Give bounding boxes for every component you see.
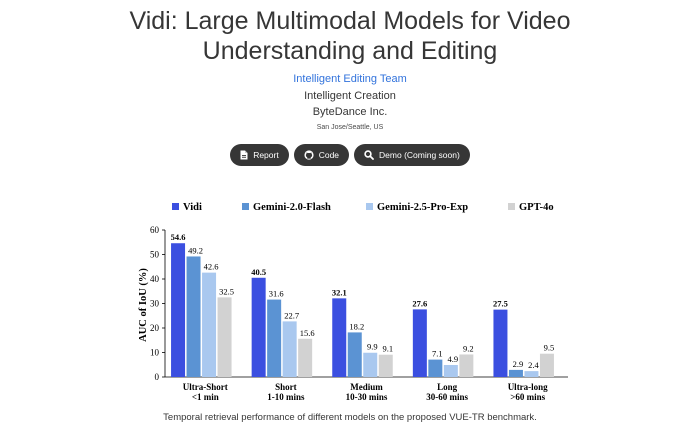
location: San Jose/Seattle, US (316, 124, 384, 131)
bar-0-0 (171, 243, 186, 377)
report-button-label: Report (253, 150, 279, 160)
data-label-3-1: 15.6 (300, 328, 315, 338)
demo-button[interactable]: Demo (Coming soon) (354, 144, 470, 166)
affiliation-2: ByteDance Inc. (312, 106, 388, 118)
search-icon (364, 150, 374, 160)
title-line-2: Understanding and Editing (202, 37, 498, 65)
legend-swatch-0 (172, 203, 179, 210)
data-label-3-4: 9.5 (544, 343, 555, 353)
data-label-2-3: 4.9 (448, 354, 459, 364)
bar-3-1 (298, 338, 313, 377)
bar-0-3 (412, 309, 427, 377)
legend-swatch-1 (242, 203, 249, 210)
bar-2-0 (202, 272, 217, 377)
bar-2-1 (282, 321, 297, 377)
data-label-1-2: 18.2 (349, 321, 364, 331)
x-label-0-1: <1 min (192, 392, 219, 402)
x-label-0-0: Ultra-Short (183, 382, 228, 392)
code-button-label: Code (318, 150, 340, 160)
legend-swatch-3 (508, 203, 515, 210)
data-label-0-1: 40.5 (251, 267, 266, 277)
chart-legend: Vidi Gemini-2.0-Flash Gemini-2.5-Pro-Exp GP… (172, 202, 554, 213)
data-label-1-3: 7.1 (432, 349, 443, 359)
figure-caption: Temporal retrieval performance of differ… (163, 412, 537, 423)
bar-3-3 (459, 354, 474, 377)
affiliation-1: Intelligent Creation (304, 90, 396, 102)
bar-0-1 (251, 277, 266, 377)
github-icon (304, 150, 314, 160)
bar-3-0 (217, 297, 232, 377)
y-tick-label-0: 0 (155, 372, 160, 382)
demo-button-label: Demo (Coming soon) (379, 150, 460, 160)
data-label-1-1: 31.6 (269, 289, 284, 299)
x-label-4-0: Ultra-long (508, 382, 548, 392)
title-line-1: Vidi: Large Multimodal Models for Video (129, 7, 571, 35)
file-icon (240, 150, 248, 160)
legend-label-2: Gemini-2.5-Pro-Exp (377, 202, 468, 213)
data-label-2-2: 9.9 (367, 342, 378, 352)
legend-label-0: Vidi (183, 202, 202, 213)
y-tick-label-20: 20 (150, 323, 160, 333)
data-label-3-2: 9.1 (382, 344, 393, 354)
x-label-3-0: Long (437, 382, 458, 392)
bar-chart: Vidi Gemini-2.0-Flash Gemini-2.5-Pro-Exp GP… (138, 202, 568, 402)
bar-1-3 (428, 359, 443, 377)
data-label-2-1: 22.7 (284, 310, 299, 320)
bar-3-4 (539, 353, 554, 377)
bar-1-2 (347, 332, 362, 377)
data-label-1-0: 49.2 (188, 245, 203, 255)
x-label-2-1: 10-30 mins (346, 392, 388, 402)
y-tick-label-50: 50 (150, 250, 160, 260)
chart-data-labels: 54.649.242.6 32.5 40.5 31.6 22.715.6 32.1 18.2… (171, 232, 555, 370)
data-label-2-4: 2.4 (528, 360, 539, 370)
x-label-1-1: 1-10 mins (267, 392, 305, 402)
bar-2-3 (443, 364, 458, 377)
team-link[interactable]: Intelligent Editing Team (293, 73, 407, 85)
bar-1-0 (186, 256, 201, 377)
data-label-3-0: 32.5 (219, 286, 234, 296)
data-label-0-2: 32.1 (332, 287, 347, 297)
bar-0-4 (493, 309, 508, 377)
data-label-0-3: 27.6 (412, 298, 427, 308)
legend-label-3: GPT-4o (519, 202, 554, 213)
x-label-2-0: Medium (350, 382, 383, 392)
data-label-1-4: 2.9 (513, 359, 524, 369)
page-title: Vidi: Large Multimodal Models for Video … (0, 6, 700, 66)
y-axis-label: AUC of IoU (%) (138, 268, 149, 342)
y-tick-label-10: 10 (150, 348, 160, 358)
bar-2-2 (363, 352, 378, 377)
chart-bars (171, 243, 554, 377)
y-tick-label-40: 40 (150, 274, 160, 284)
x-label-3-1: 30-60 mins (426, 392, 468, 402)
bar-1-4 (508, 369, 523, 377)
x-label-1-0: Short (275, 382, 297, 392)
data-label-3-3: 9.2 (463, 343, 474, 353)
bar-3-2 (378, 354, 393, 377)
bar-1-1 (267, 299, 282, 377)
y-tick-label-30: 30 (150, 299, 160, 309)
link-buttons: Report Code Demo (Coming soon) (0, 144, 700, 166)
bar-2-4 (524, 371, 539, 377)
report-button[interactable]: Report (230, 144, 289, 166)
x-label-4-1: >60 mins (510, 392, 545, 402)
legend-swatch-2 (366, 203, 373, 210)
data-label-0-0: 54.6 (171, 232, 186, 242)
legend-label-1: Gemini-2.0-Flash (253, 202, 331, 213)
code-button[interactable]: Code (293, 144, 350, 166)
y-tick-label-60: 60 (150, 225, 160, 235)
data-label-2-0: 42.6 (204, 262, 219, 272)
data-label-0-4: 27.5 (493, 299, 508, 309)
bar-0-2 (332, 298, 347, 377)
